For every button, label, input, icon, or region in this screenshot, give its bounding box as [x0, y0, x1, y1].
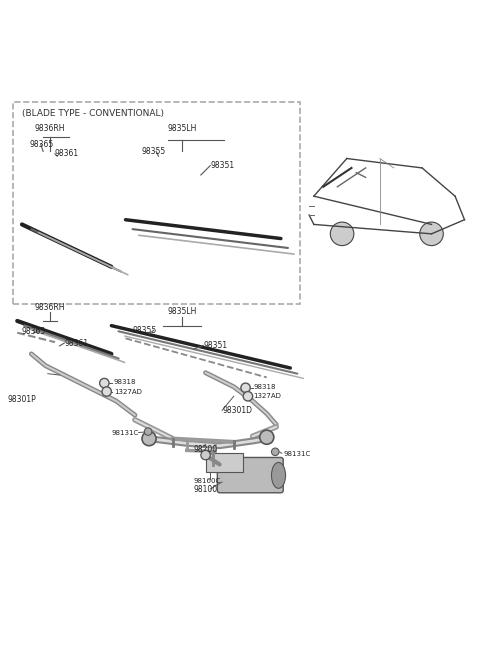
Text: 9836RH: 9836RH: [35, 302, 65, 312]
Circle shape: [201, 451, 210, 460]
Circle shape: [102, 387, 111, 396]
FancyBboxPatch shape: [217, 457, 283, 493]
Text: 1327AD: 1327AD: [253, 393, 281, 400]
FancyBboxPatch shape: [205, 453, 243, 472]
Text: (BLADE TYPE - CONVENTIONAL): (BLADE TYPE - CONVENTIONAL): [22, 109, 164, 118]
Text: 98301D: 98301D: [222, 406, 252, 415]
Text: 98365: 98365: [29, 140, 53, 149]
Text: 98200: 98200: [194, 445, 218, 454]
Text: 98301P: 98301P: [7, 395, 36, 404]
Text: 98361: 98361: [64, 338, 88, 348]
Text: 98131C: 98131C: [283, 451, 311, 457]
Text: 98351: 98351: [210, 161, 234, 170]
Ellipse shape: [272, 462, 286, 488]
Text: 98361: 98361: [55, 150, 79, 158]
Circle shape: [272, 448, 279, 455]
Text: 98365: 98365: [22, 327, 46, 337]
Text: 98318: 98318: [114, 379, 136, 385]
Text: 98160C: 98160C: [194, 478, 221, 484]
Text: 9835LH: 9835LH: [168, 123, 197, 133]
Text: 9836RH: 9836RH: [35, 123, 65, 133]
Circle shape: [260, 430, 274, 444]
Text: 98100: 98100: [194, 485, 218, 493]
Circle shape: [142, 432, 156, 445]
Text: 98351: 98351: [203, 341, 228, 350]
Circle shape: [100, 379, 109, 388]
Text: 98131C: 98131C: [111, 430, 139, 436]
Text: 98355: 98355: [132, 326, 157, 335]
Circle shape: [243, 392, 252, 401]
Circle shape: [420, 222, 444, 245]
Circle shape: [241, 383, 250, 392]
Text: 1327AD: 1327AD: [114, 388, 142, 394]
Text: 98318: 98318: [253, 384, 276, 390]
Circle shape: [144, 428, 152, 436]
Circle shape: [330, 222, 354, 245]
Text: 9835LH: 9835LH: [168, 307, 197, 316]
Text: 98355: 98355: [142, 147, 166, 156]
